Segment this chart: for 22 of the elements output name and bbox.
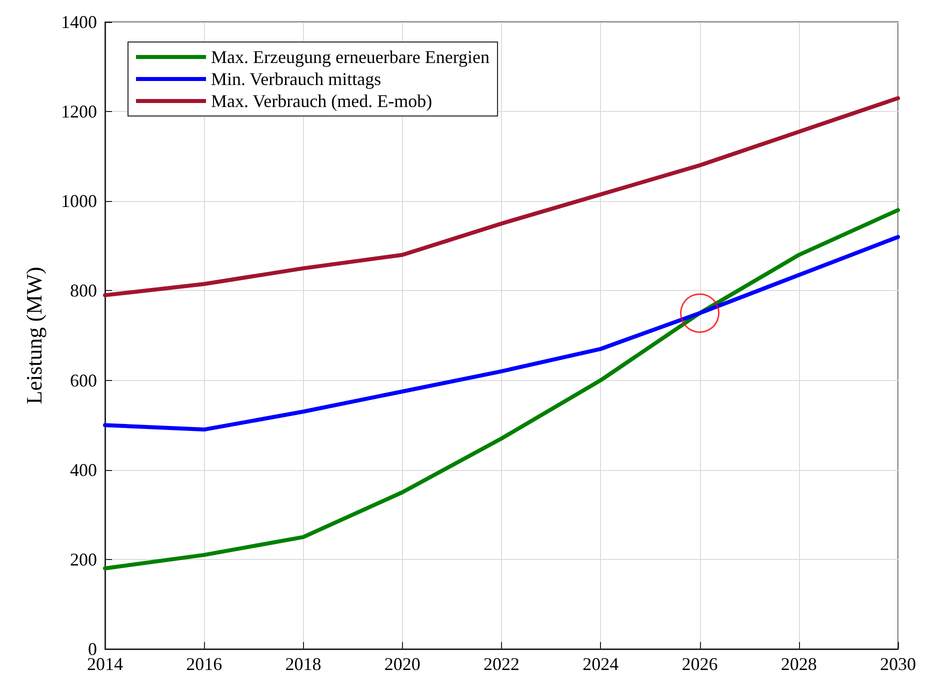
line-series bbox=[103, 234, 900, 432]
y-tick-label: 800 bbox=[70, 280, 97, 301]
y-tick-label: 400 bbox=[70, 460, 97, 480]
x-tick-label: 2022 bbox=[484, 654, 520, 674]
y-tick-label: 1000 bbox=[61, 191, 97, 212]
y-tick-label: 1200 bbox=[61, 102, 97, 122]
x-tick-label: 2028 bbox=[780, 654, 817, 674]
x-tick-label: 2024 bbox=[582, 654, 619, 674]
legend-label: Max. Verbrauch (med. E-mob) bbox=[211, 91, 432, 111]
x-tick-label: 2016 bbox=[186, 654, 222, 674]
y-tick-label: 1400 bbox=[61, 12, 97, 32]
x-tick-label: 2018 bbox=[285, 654, 322, 674]
y-tick-label: 600 bbox=[70, 370, 97, 390]
x-tick-label: 2030 bbox=[880, 654, 916, 674]
x-tick-label: 2026 bbox=[682, 654, 718, 674]
legend-label: Max. Erzeugung erneuerbare Energien bbox=[211, 47, 490, 67]
legend-label: Min. Verbrauch mittags bbox=[211, 69, 382, 89]
y-tick-label: 200 bbox=[70, 549, 97, 570]
x-tick-label: 2020 bbox=[384, 654, 420, 674]
y-axis-title: Leistung (MW) bbox=[22, 266, 46, 404]
line-series bbox=[103, 96, 900, 298]
line-series bbox=[103, 208, 900, 570]
